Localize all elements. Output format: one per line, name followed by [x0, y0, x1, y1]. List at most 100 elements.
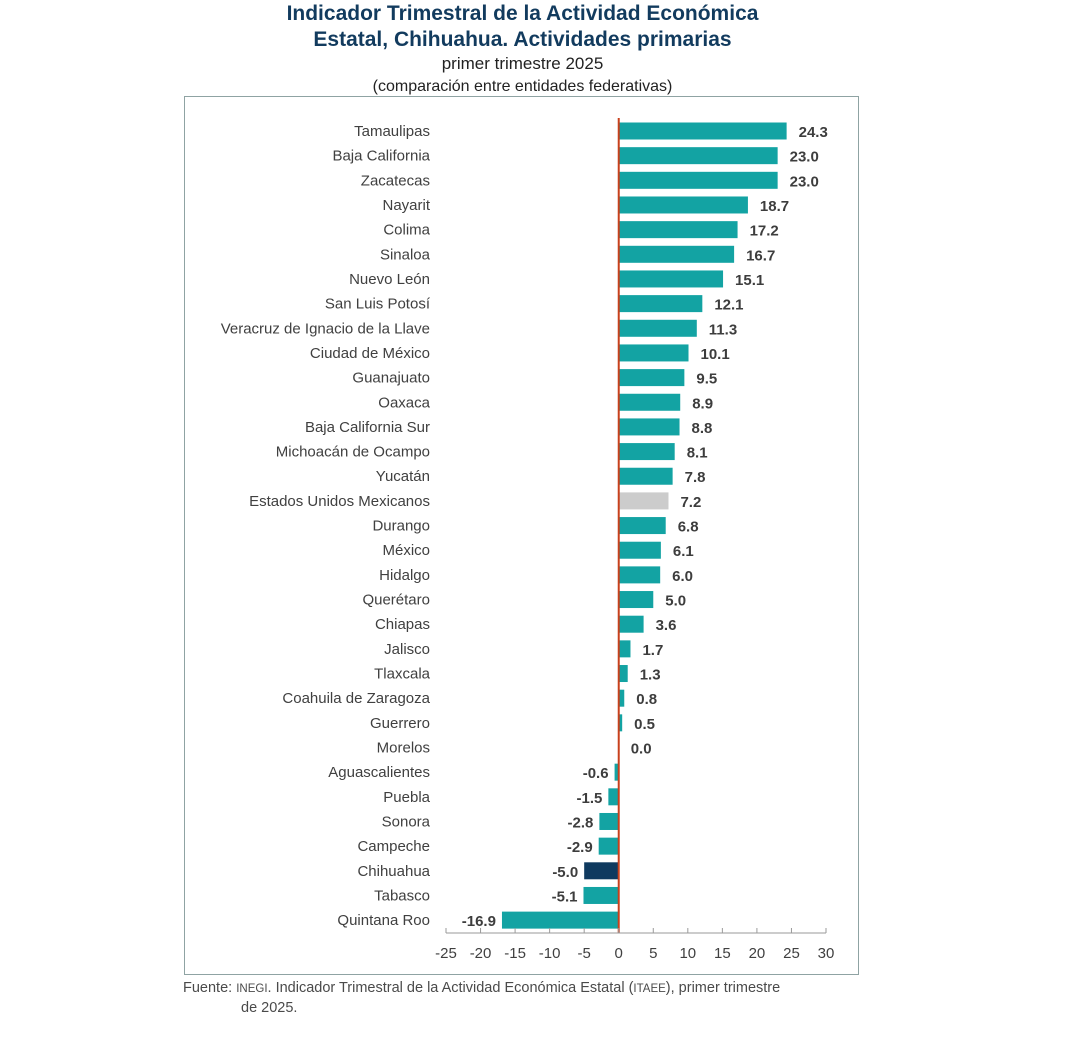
category-label-tamaulipas: Tamaulipas — [354, 123, 430, 140]
category-label-baja-california-sur: Baja California Sur — [305, 419, 430, 436]
category-label-zacatecas: Zacatecas — [361, 172, 430, 189]
value-label-campeche: -2.9 — [567, 839, 593, 856]
bar-chihuahua — [584, 862, 619, 880]
chart-subtitle-comparison: (comparación entre entidades federativas… — [372, 78, 673, 95]
bar-nuevo-leon — [618, 270, 724, 288]
x-tick-label: -25 — [435, 945, 457, 962]
value-label-tlaxcala: 1.3 — [640, 667, 661, 684]
value-label-colima: 17.2 — [750, 223, 779, 240]
value-labels: 24.323.023.018.717.216.715.112.111.310.1… — [462, 124, 828, 930]
category-label-campeche: Campeche — [357, 838, 430, 855]
category-label-jalisco: Jalisco — [384, 641, 430, 658]
value-label-morelos: 0.0 — [631, 741, 652, 758]
category-label-tabasco: Tabasco — [374, 887, 430, 904]
x-tick-label: 5 — [649, 945, 657, 962]
value-label-mexico: 6.1 — [673, 543, 694, 560]
value-label-jalisco: 1.7 — [642, 642, 663, 659]
bar-oaxaca — [618, 393, 681, 411]
category-label-sonora: Sonora — [382, 813, 431, 830]
category-label-durango: Durango — [372, 518, 430, 535]
bar-durango — [618, 517, 666, 535]
category-label-morelos: Morelos — [377, 740, 430, 757]
category-label-san-luis-potosi: San Luis Potosí — [325, 296, 431, 313]
bar-estados-unidos-mexicanos — [618, 492, 669, 510]
value-label-michoacan-de-ocampo: 8.1 — [687, 445, 708, 462]
bar-tamaulipas — [618, 122, 787, 140]
bar-guerrero — [618, 714, 623, 732]
category-label-nayarit: Nayarit — [382, 197, 430, 214]
value-label-sonora: -2.8 — [568, 814, 594, 831]
value-label-baja-california-sur: 8.8 — [692, 420, 713, 437]
chart-title-line-2: Estatal, Chihuahua. Actividades primaria… — [313, 28, 732, 51]
value-label-guanajuato: 9.5 — [696, 371, 717, 388]
category-label-chihuahua: Chihuahua — [357, 863, 430, 880]
source-text-2: ), primer trimestre — [665, 980, 781, 996]
category-label-sinaloa: Sinaloa — [380, 246, 431, 263]
category-label-hidalgo: Hidalgo — [379, 567, 430, 584]
x-tick-label: 15 — [714, 945, 731, 962]
bar-colima — [618, 221, 738, 239]
source-line-2: de 2025. — [241, 1000, 298, 1016]
x-tick-label: -15 — [504, 945, 526, 962]
category-label-baja-california: Baja California — [332, 148, 430, 165]
source-text-1: . Indicador Trimestral de la Actividad E… — [267, 980, 634, 996]
category-label-aguascalientes: Aguascalientes — [328, 764, 430, 781]
value-label-ciudad-de-mexico: 10.1 — [701, 346, 730, 363]
chart-title-line-1: Indicador Trimestral de la Actividad Eco… — [286, 2, 759, 25]
category-label-michoacan-de-ocampo: Michoacán de Ocampo — [276, 444, 430, 461]
source-org: INEGI — [236, 983, 268, 995]
bar-michoacan-de-ocampo — [618, 443, 675, 461]
bar-sonora — [599, 812, 619, 830]
value-label-estados-unidos-mexicanos: 7.2 — [680, 494, 701, 511]
bar-aguascalientes — [614, 763, 619, 781]
x-tick-label: -20 — [470, 945, 492, 962]
bar-puebla — [608, 788, 619, 806]
category-label-puebla: Puebla — [383, 789, 430, 806]
value-label-puebla: -1.5 — [577, 790, 603, 807]
category-label-colima: Colima — [383, 222, 430, 239]
bar-jalisco — [618, 640, 631, 658]
bar-baja-california-sur — [618, 418, 680, 436]
value-label-yucatan: 7.8 — [685, 469, 706, 486]
bar-baja-california — [618, 147, 778, 165]
category-label-queretaro: Querétaro — [362, 592, 430, 609]
value-label-veracruz-de-ignacio-de-la-llave: 11.3 — [709, 321, 737, 338]
value-label-durango: 6.8 — [678, 519, 699, 536]
bar-nayarit — [618, 196, 748, 214]
x-tick-label: -5 — [578, 945, 591, 962]
x-tick-label: 25 — [783, 945, 800, 962]
value-label-aguascalientes: -0.6 — [583, 765, 609, 782]
bar-veracruz-de-ignacio-de-la-llave — [618, 319, 697, 337]
category-label-coahuila-de-zaragoza: Coahuila de Zaragoza — [282, 690, 430, 707]
source-note: Fuente: INEGI. Indicador Trimestral de l… — [183, 979, 873, 1018]
value-label-queretaro: 5.0 — [665, 593, 686, 610]
x-tick-label: 20 — [749, 945, 766, 962]
value-label-zacatecas: 23.0 — [790, 173, 819, 190]
bar-campeche — [598, 837, 619, 855]
x-tick-label: 10 — [679, 945, 696, 962]
category-labels: Tamaulipas Baja California Zacatecas Nayari… — [221, 123, 431, 929]
x-tick-label: 30 — [818, 945, 835, 962]
bar-mexico — [618, 541, 661, 559]
x-tick-label: 0 — [615, 945, 623, 962]
chart-subtitle: primer trimestre 2025 — [441, 54, 604, 73]
value-label-baja-california: 23.0 — [790, 149, 819, 166]
category-label-estados-unidos-mexicanos: Estados Unidos Mexicanos — [249, 493, 430, 510]
value-label-chiapas: 3.6 — [656, 617, 677, 634]
source-abbr: ITAEE — [633, 983, 666, 995]
plot-frame — [184, 96, 859, 975]
value-label-nayarit: 18.7 — [760, 198, 789, 215]
x-tick-label: -10 — [539, 945, 561, 962]
category-label-tlaxcala: Tlaxcala — [374, 666, 431, 683]
category-label-quintana-roo: Quintana Roo — [337, 912, 430, 929]
bar-tabasco — [583, 886, 619, 904]
category-label-nuevo-leon: Nuevo León — [349, 271, 430, 288]
value-label-guerrero: 0.5 — [634, 716, 655, 733]
bar-quintana-roo — [501, 911, 619, 929]
category-label-yucatan: Yucatán — [376, 468, 430, 485]
category-label-ciudad-de-mexico: Ciudad de México — [310, 345, 430, 362]
bar-yucatan — [618, 467, 673, 485]
bar-ciudad-de-mexico — [618, 344, 689, 362]
bar-chiapas — [618, 615, 644, 633]
